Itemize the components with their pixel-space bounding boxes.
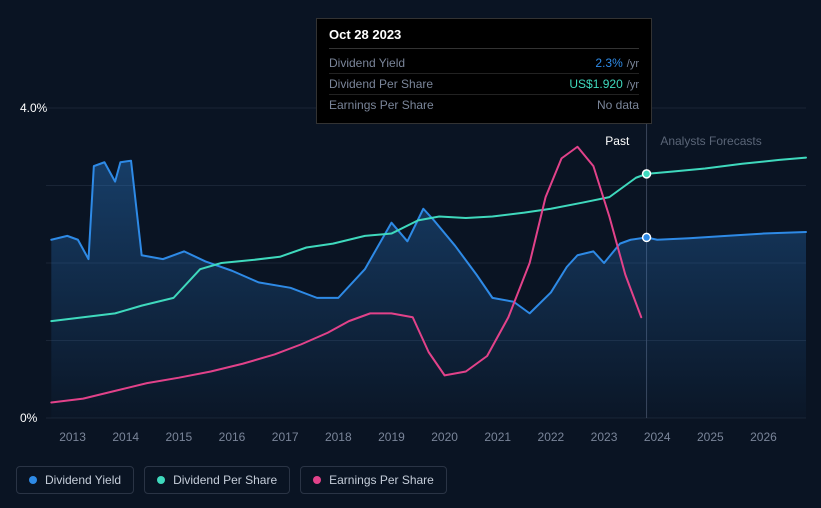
legend-dot — [29, 476, 37, 484]
x-tick: 2022 — [538, 430, 565, 444]
y-tick: 0% — [20, 411, 37, 425]
x-tick: 2023 — [591, 430, 618, 444]
tooltip-row-value: US$1.920/yr — [569, 77, 639, 91]
tooltip-row-label: Earnings Per Share — [329, 98, 434, 112]
tooltip-row: Earnings Per Share No data — [329, 95, 639, 115]
x-tick: 2024 — [644, 430, 671, 444]
legend-dot — [313, 476, 321, 484]
x-tick: 2021 — [484, 430, 511, 444]
x-tick: 2020 — [431, 430, 458, 444]
legend-item[interactable]: Earnings Per Share — [300, 466, 447, 494]
legend: Dividend Yield Dividend Per Share Earnings… — [16, 466, 447, 494]
x-tick: 2025 — [697, 430, 724, 444]
tooltip-row-value: No data — [597, 98, 639, 112]
tooltip-row-value: 2.3%/yr — [595, 56, 639, 70]
legend-item[interactable]: Dividend Per Share — [144, 466, 290, 494]
legend-label: Earnings Per Share — [329, 473, 434, 487]
tooltip-row: Dividend Per Share US$1.920/yr — [329, 74, 639, 95]
x-tick: 2019 — [378, 430, 405, 444]
chart-container: 4.0%0% Past Analysts Forecasts 201320142… — [16, 108, 805, 428]
x-tick: 2015 — [166, 430, 193, 444]
x-tick: 2016 — [219, 430, 246, 444]
legend-label: Dividend Yield — [45, 473, 121, 487]
x-tick: 2026 — [750, 430, 777, 444]
hover-dot — [643, 233, 651, 241]
legend-item[interactable]: Dividend Yield — [16, 466, 134, 494]
tooltip-row-label: Dividend Per Share — [329, 77, 433, 91]
forecast-label: Analysts Forecasts — [660, 134, 761, 148]
legend-dot — [157, 476, 165, 484]
legend-label: Dividend Per Share — [173, 473, 277, 487]
x-tick: 2014 — [112, 430, 139, 444]
hover-dot — [643, 170, 651, 178]
y-tick: 4.0% — [20, 101, 47, 115]
plot-area[interactable]: Past Analysts Forecasts — [46, 108, 806, 418]
past-label: Past — [605, 134, 629, 148]
x-tick: 2017 — [272, 430, 299, 444]
x-axis: 2013 2014 2015 2016 2017 2018 2019 2020 2021 2022… — [46, 428, 806, 448]
x-tick: 2018 — [325, 430, 352, 444]
tooltip-date: Oct 28 2023 — [329, 27, 639, 49]
tooltip-row: Dividend Yield 2.3%/yr — [329, 53, 639, 74]
tooltip: Oct 28 2023 Dividend Yield2.3%/yrDividen… — [316, 18, 652, 124]
tooltip-row-label: Dividend Yield — [329, 56, 405, 70]
x-tick: 2013 — [59, 430, 86, 444]
